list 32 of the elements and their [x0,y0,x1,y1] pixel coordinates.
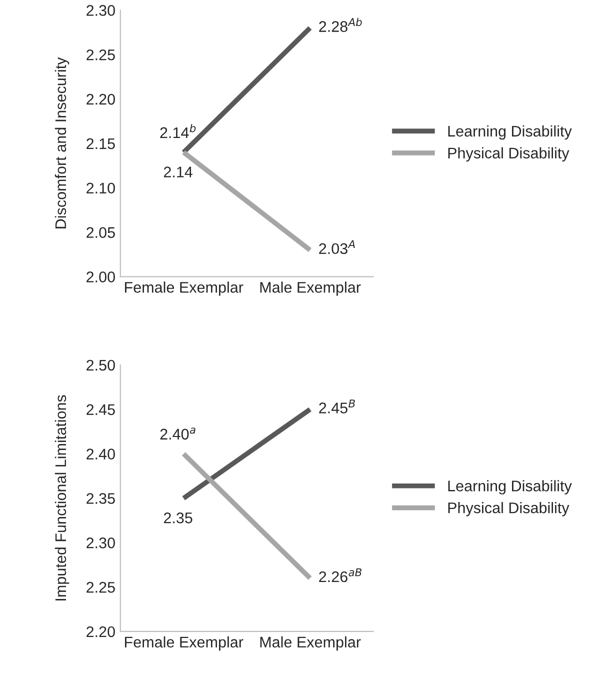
data-label: 2.14 [164,166,192,178]
y-axis-title: Discomfort and Insecurity [54,57,70,228]
y-tick-label: 2.35 [86,493,115,504]
y-tick-label: 2.25 [86,49,115,60]
y-axis-title: Imputed Functional Limitations [54,395,70,600]
y-tick-label: 2.20 [86,94,115,105]
y-tick-label: 2.05 [86,227,115,238]
data-label: 2.03$^{A}$ [319,240,355,254]
y-tick-label: 2.00 [86,272,115,282]
data-label: 2.14$^{b}$ [160,124,196,138]
legend-label: Learning Disability [448,125,572,140]
legend-label: Physical Disability [448,502,570,516]
legend-label: Physical Disability [448,147,570,162]
y-tick-label: 2.30 [86,5,115,16]
x-tick-label: Female Exemplar [125,636,244,651]
data-label: 2.40$^{a}$ [160,428,196,440]
y-tick-label: 2.20 [86,626,115,638]
y-tick-label: 2.30 [86,538,115,548]
y-tick-label: 2.25 [86,582,115,593]
legend-label: Learning Disability [448,480,572,494]
data-label: 2.45$^{B}$ [319,400,355,414]
y-tick-label: 2.45 [86,404,115,416]
data-label: 2.28$^{Ab}$ [319,18,362,32]
y-tick-label: 2.50 [86,360,115,371]
y-tick-label: 2.40 [86,448,115,460]
y-tick-label: 2.15 [86,138,115,150]
data-label: 2.26$^{aB}$ [319,568,362,582]
x-tick-label: Male Exemplar [260,636,361,651]
y-tick-label: 2.10 [86,182,115,194]
x-tick-label: Male Exemplar [260,282,361,296]
x-tick-label: Female Exemplar [125,282,244,296]
data-label: 2.35 [164,512,192,524]
